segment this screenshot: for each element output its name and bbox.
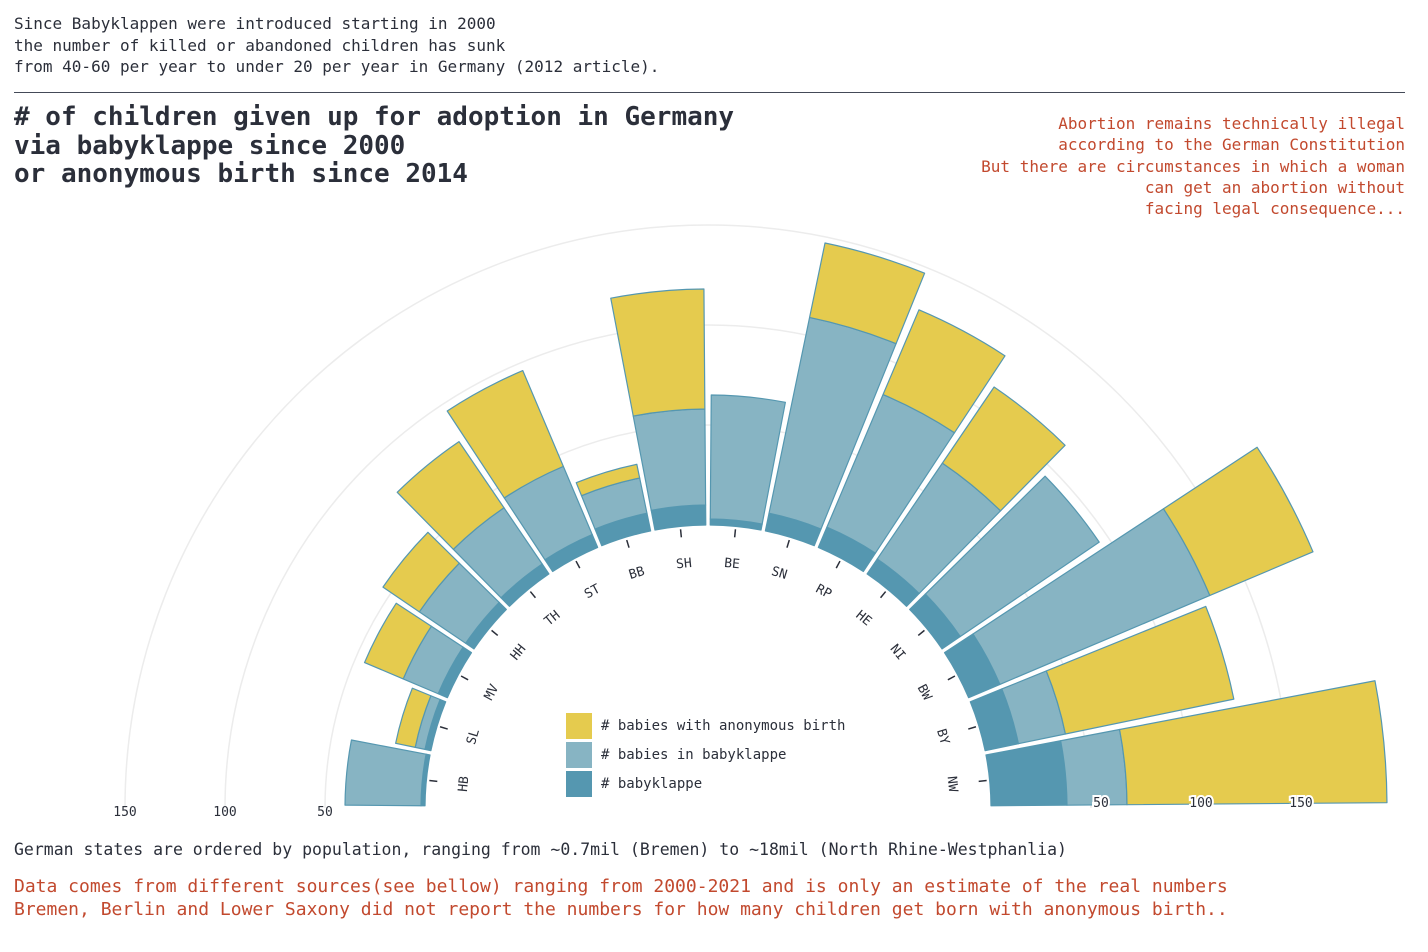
category-tick [529,591,537,599]
bar-babies-babyklappe-segment-ni [924,475,1100,638]
bar-anonymous-birth-segment-hh [382,531,460,613]
category-tick [917,629,925,637]
category-label-sh: SH [675,556,692,572]
sources-line: Bremen, Berlin and Lower Saxony did not … [14,898,1228,920]
category-tick [575,560,581,569]
legend-item: # babies in babyklappe [566,740,845,769]
bar-anonymous-birth-segment-rp [882,309,1006,434]
note-line: But there are circumstances in which a w… [981,156,1405,176]
category-label-by: BY [933,727,952,746]
axis-tick-label-right: 100 [1189,796,1212,811]
axis-tick-label-left: 100 [213,805,236,820]
category-tick [679,529,683,538]
category-tick [626,539,630,548]
category-label-st: ST [582,582,603,603]
category-tick [491,629,499,637]
category-label-he: HE [853,608,875,630]
bar-anonymous-birth-segment-bw [1162,446,1314,597]
legend-swatch-babies-babyklappe [566,741,592,768]
bar-anonymous-birth-segment-by [1045,605,1235,735]
bars-layer [344,242,1388,807]
note-line: Abortion remains technically illegal [1058,114,1405,133]
category-label-rp: RP [813,582,834,603]
bar-anonymous-birth-segment-mv [363,602,432,680]
category-tick [786,539,790,548]
category-label-nw: NW [944,775,960,792]
axis-tick-label-right: 50 [1093,796,1109,811]
ticks-layer [429,529,987,783]
bar-anonymous-birth-segment-sn [808,242,926,345]
category-tick [439,726,448,730]
bar-babies-babyklappe-segment-nw [1060,728,1128,806]
chart-title: # of children given up for adoption in G… [14,103,734,189]
bar-anonymous-birth-segment-nw [1118,680,1388,806]
category-tick [978,779,987,783]
note-line: according to the German Constitution [1058,135,1405,155]
category-label-hb: HB [456,775,472,792]
sources-note: Data comes from different sources(see be… [14,876,1228,921]
legend-swatch-anonymous-birth [566,712,592,739]
category-tick [835,560,841,569]
sources-line: Data comes from different sources(see be… [14,876,1228,897]
divider [14,92,1405,93]
category-label-be: BE [723,556,740,572]
category-label-sn: SN [769,564,788,583]
intro-line: from 40-60 per year to under 20 per year… [14,57,660,76]
intro-text: Since Babyklappen were introduced starti… [14,13,659,78]
legend-label: # babyklappe [601,775,703,792]
note-line: facing legal consequence... [1144,199,1405,219]
legend-item: # babies with anonymous birth [566,711,845,740]
category-tick [460,675,469,681]
bar-anonymous-birth-segment-th [396,441,505,550]
category-label-sl: SL [464,727,483,746]
bar-babies-babyklappe-segment-sh [632,408,707,511]
category-tick [879,591,887,599]
axis-tick-label-left: 150 [113,805,136,820]
bar-anonymous-birth-segment-sl [395,687,432,748]
bar-anonymous-birth-segment-bb [575,463,641,497]
bar-babies-babyklappe-segment-hb [344,739,427,807]
title-line: via babyklappe since 2000 [14,130,406,161]
bar-anonymous-birth-segment-st [446,369,564,499]
bar-babies-babyklappe-segment-be [709,394,786,525]
intro-line: the number of killed or abandoned childr… [14,35,506,55]
bar-anonymous-birth-segment-he [941,386,1066,512]
abortion-note: Abortion remains technically illegal acc… [981,113,1405,219]
legend-label: # babies in babyklappe [601,746,787,763]
axis-tick-label-right: 150 [1289,796,1312,811]
title-line: or anonymous birth since 2014 [14,159,468,189]
category-tick [947,675,956,681]
category-label-ni: NI [887,642,909,664]
intro-line: Since Babyklappen were introduced starti… [14,14,496,33]
category-label-hh: HH [508,642,530,664]
category-label-mv: MV [482,682,503,703]
category-label-bw: BW [914,682,935,703]
note-line: can get an abortion without [1144,177,1405,197]
category-label-bb: BB [627,564,646,583]
population-footnote: German states are ordered by population,… [14,840,1067,859]
legend-item: # babyklappe [566,769,845,798]
title-line: # of children given up for adoption in G… [14,102,735,132]
category-label-th: TH [542,608,564,630]
legend: # babies with anonymous birth # babies i… [566,711,845,798]
bar-babyklappe-segment-nw [985,740,1068,807]
category-tick [968,726,977,730]
legend-swatch-babyklappe [566,770,592,797]
category-tick [429,779,438,783]
category-tick [733,529,737,538]
legend-label: # babies with anonymous birth [601,717,846,734]
axis-tick-label-left: 50 [317,805,333,820]
bar-anonymous-birth-segment-sh [610,288,706,417]
